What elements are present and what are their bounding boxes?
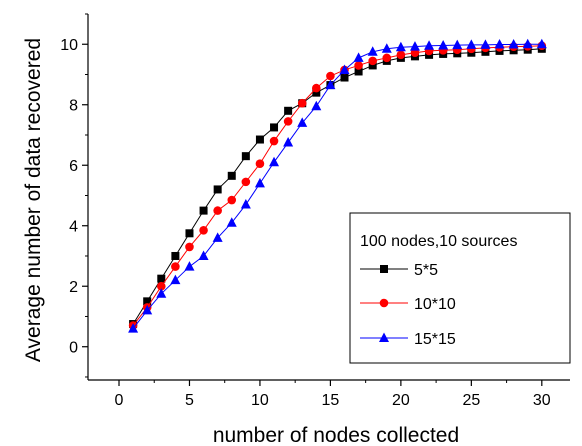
data-point-10x10 (156, 281, 166, 291)
data-point-15x15 (212, 232, 223, 242)
data-point-15x15 (254, 177, 265, 188)
axis-ticks: 0 5 10 15 20 25 30 0 2 4 6 8 10 (60, 13, 551, 409)
data-point-5x5 (143, 297, 152, 306)
legend-entries: 5*5 10*10 15*15 (360, 262, 456, 348)
data-point-15x15 (466, 39, 477, 49)
data-point-15x15 (395, 41, 406, 52)
x-tick-label: 20 (392, 392, 410, 409)
data-point-10x10 (396, 50, 406, 60)
data-point-5x5 (199, 206, 208, 215)
data-point-5x5 (270, 123, 279, 132)
data-point-15x15 (240, 199, 251, 209)
data-point-5x5 (213, 185, 222, 194)
y-tick-label: 6 (69, 158, 78, 175)
legend-marker-5x5 (380, 265, 388, 273)
data-point-5x5 (312, 88, 321, 97)
data-point-10x10 (269, 136, 279, 146)
data-point-15x15 (480, 39, 491, 49)
y-tick-label: 0 (69, 340, 78, 357)
x-tick-label: 25 (462, 392, 480, 409)
data-point-5x5 (241, 152, 250, 161)
data-point-15x15 (269, 156, 280, 167)
data-point-15x15 (438, 39, 449, 50)
data-point-5x5 (255, 135, 264, 144)
data-point-5x5 (227, 171, 236, 180)
data-point-15x15 (424, 40, 435, 50)
data-point-15x15 (311, 100, 322, 111)
data-point-10x10 (297, 98, 307, 108)
data-point-10x10 (255, 159, 265, 169)
series-15x15 (128, 38, 547, 333)
data-point-15x15 (508, 39, 519, 49)
data-point-5x5 (354, 67, 363, 76)
series-layer (128, 38, 547, 333)
x-tick-label: 5 (185, 392, 194, 409)
data-point-10x10 (227, 195, 237, 205)
data-point-10x10 (354, 61, 363, 70)
data-point-10x10 (368, 56, 377, 66)
data-point-15x15 (353, 52, 364, 62)
x-tick-label: 10 (251, 392, 269, 409)
data-point-15x15 (156, 288, 167, 298)
legend-label-10x10: 10*10 (414, 296, 456, 313)
data-point-10x10 (171, 262, 180, 271)
y-axis-label: Average number of data recovered (22, 38, 45, 362)
data-point-10x10 (312, 83, 321, 93)
y-tick-label: 2 (69, 279, 78, 296)
x-axis-label: number of nodes collected (213, 424, 459, 446)
y-tick-label: 4 (69, 219, 78, 236)
legend-label-5x5: 5*5 (414, 262, 438, 279)
data-point-5x5 (340, 73, 349, 82)
legend-title: 100 nodes,10 sources (360, 233, 517, 250)
y-tick-label: 8 (69, 98, 78, 115)
x-tick-label: 15 (322, 392, 340, 409)
data-point-15x15 (325, 79, 336, 90)
data-point-15x15 (536, 38, 547, 49)
data-point-10x10 (241, 177, 251, 187)
x-tick-label: 0 (115, 392, 124, 409)
data-point-5x5 (284, 106, 293, 115)
data-point-15x15 (184, 261, 195, 271)
data-point-10x10 (283, 117, 293, 126)
legend-marker-15x15 (379, 332, 389, 342)
data-point-10x10 (326, 71, 335, 81)
data-point-15x15 (452, 39, 463, 50)
legend-marker-10x10 (379, 298, 389, 308)
data-point-15x15 (522, 38, 533, 49)
data-point-15x15 (367, 46, 378, 56)
data-point-10x10 (185, 242, 194, 252)
data-point-15x15 (170, 274, 181, 285)
data-point-5x5 (185, 229, 194, 238)
data-point-15x15 (494, 39, 505, 49)
data-point-15x15 (226, 217, 237, 227)
data-point-15x15 (142, 304, 153, 315)
plot-axes (87, 14, 570, 381)
data-point-5x5 (171, 251, 180, 260)
data-point-5x5 (368, 61, 377, 70)
legend: 100 nodes,10 sources 5*5 10*10 15*15 (349, 212, 571, 364)
data-point-10x10 (199, 225, 208, 235)
data-point-15x15 (381, 43, 392, 53)
data-point-15x15 (198, 250, 209, 260)
data-point-15x15 (128, 323, 139, 333)
data-point-10x10 (213, 206, 222, 215)
y-tick-label: 10 (60, 37, 78, 54)
data-point-5x5 (157, 274, 166, 283)
x-tick-label: 30 (533, 392, 551, 409)
data-point-15x15 (409, 41, 420, 51)
data-point-15x15 (339, 64, 350, 74)
legend-label-15x15: 15*15 (414, 331, 456, 348)
data-point-10x10 (382, 53, 392, 63)
data-point-15x15 (283, 137, 294, 147)
data-point-15x15 (297, 117, 308, 127)
